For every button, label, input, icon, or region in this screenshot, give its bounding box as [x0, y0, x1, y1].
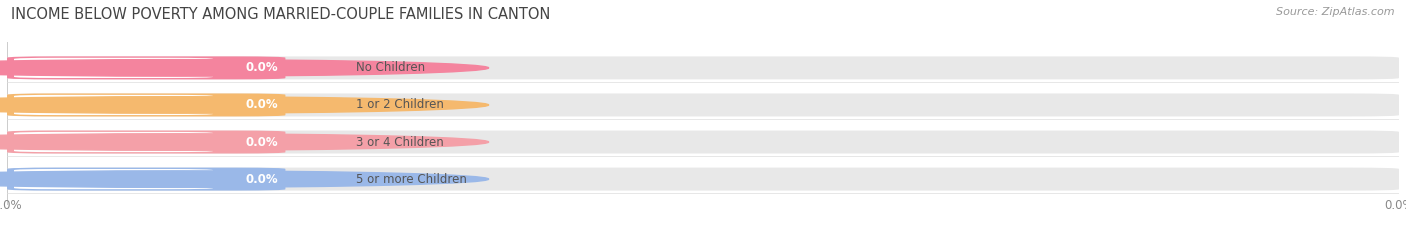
- FancyBboxPatch shape: [7, 168, 285, 191]
- FancyBboxPatch shape: [7, 168, 1399, 191]
- Circle shape: [0, 171, 489, 187]
- Text: 0.0%: 0.0%: [1384, 199, 1406, 212]
- Text: 0.0%: 0.0%: [246, 136, 278, 148]
- FancyBboxPatch shape: [14, 58, 214, 78]
- Text: 0.0%: 0.0%: [246, 173, 278, 186]
- Text: 3 or 4 Children: 3 or 4 Children: [356, 136, 443, 148]
- FancyBboxPatch shape: [7, 56, 285, 79]
- FancyBboxPatch shape: [7, 130, 1399, 154]
- FancyBboxPatch shape: [14, 169, 214, 189]
- Circle shape: [0, 97, 489, 113]
- Text: 5 or more Children: 5 or more Children: [356, 173, 467, 186]
- FancyBboxPatch shape: [14, 95, 214, 115]
- FancyBboxPatch shape: [7, 93, 285, 116]
- FancyBboxPatch shape: [7, 56, 1399, 79]
- Text: Source: ZipAtlas.com: Source: ZipAtlas.com: [1277, 7, 1395, 17]
- Text: 1 or 2 Children: 1 or 2 Children: [356, 99, 444, 111]
- FancyBboxPatch shape: [7, 130, 285, 154]
- FancyBboxPatch shape: [14, 132, 214, 152]
- Text: 0.0%: 0.0%: [246, 99, 278, 111]
- Text: INCOME BELOW POVERTY AMONG MARRIED-COUPLE FAMILIES IN CANTON: INCOME BELOW POVERTY AMONG MARRIED-COUPL…: [11, 7, 551, 22]
- Text: 0.0%: 0.0%: [0, 199, 22, 212]
- FancyBboxPatch shape: [7, 93, 1399, 116]
- Circle shape: [0, 60, 489, 76]
- Text: 0.0%: 0.0%: [246, 61, 278, 74]
- Text: No Children: No Children: [356, 61, 425, 74]
- Circle shape: [0, 134, 489, 150]
